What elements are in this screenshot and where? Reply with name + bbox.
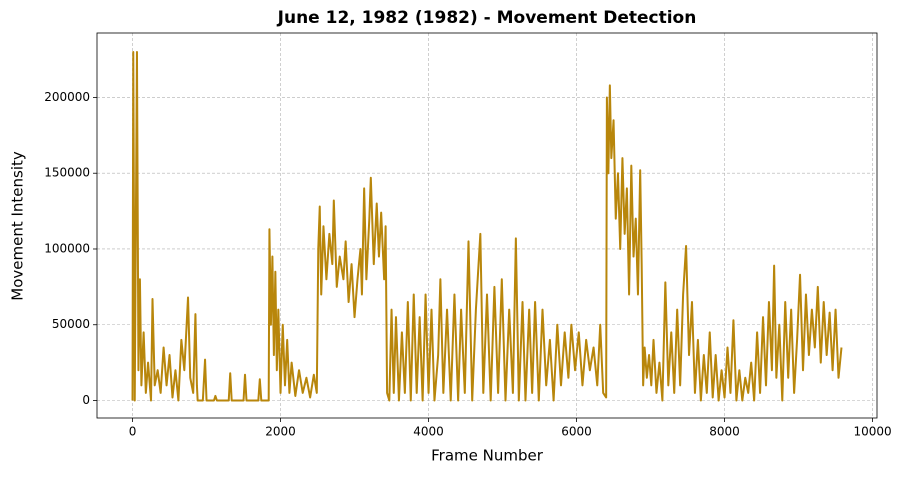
y-tick-label: 0 bbox=[82, 393, 90, 407]
data-line bbox=[131, 51, 843, 402]
y-tick-label: 50000 bbox=[52, 317, 90, 331]
plot-frame bbox=[96, 32, 878, 419]
y-tick-label: 150000 bbox=[44, 166, 90, 180]
x-tick-label: 10000 bbox=[853, 425, 891, 439]
x-tick-label: 2000 bbox=[265, 425, 296, 439]
x-axis-label: Frame Number bbox=[431, 447, 544, 465]
x-tick-label: 0 bbox=[129, 425, 137, 439]
x-tick-label: 4000 bbox=[413, 425, 444, 439]
x-tick-label: 6000 bbox=[561, 425, 592, 439]
chart-title: June 12, 1982 (1982) - Movement Detectio… bbox=[277, 8, 697, 28]
y-tick-label: 200000 bbox=[44, 90, 90, 104]
y-axis-label: Movement Intensity bbox=[9, 151, 27, 301]
x-tick-label: 8000 bbox=[709, 425, 740, 439]
y-tick-label: 100000 bbox=[44, 241, 90, 255]
